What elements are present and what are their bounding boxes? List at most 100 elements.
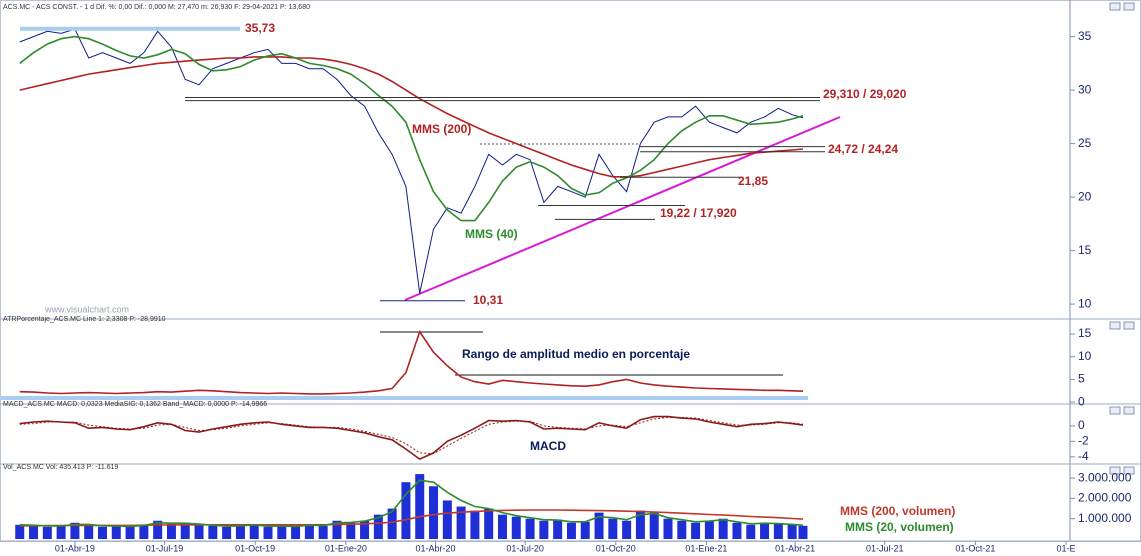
panel-button[interactable] bbox=[1109, 321, 1121, 330]
trend-line bbox=[404, 116, 841, 301]
volume-bar bbox=[456, 506, 466, 539]
volume-bar bbox=[442, 500, 452, 539]
volume-bar bbox=[139, 524, 149, 539]
volume-bar bbox=[525, 518, 535, 539]
panel-button[interactable] bbox=[1109, 406, 1121, 415]
volume-bar bbox=[56, 525, 66, 539]
volume-bar bbox=[166, 523, 176, 539]
level-label: 24,72 / 24,24 bbox=[828, 142, 898, 156]
y-tick-label: -4 bbox=[1078, 449, 1089, 463]
volume-bar bbox=[222, 526, 232, 539]
volume-bar bbox=[497, 514, 507, 539]
volume-bar bbox=[746, 524, 756, 539]
panel-button[interactable] bbox=[1123, 2, 1135, 11]
volume-bar bbox=[635, 510, 645, 539]
volume-bar bbox=[332, 520, 342, 539]
level-label: 10,31 bbox=[473, 293, 503, 307]
volume-bar bbox=[111, 525, 121, 539]
volume-bar bbox=[387, 508, 397, 539]
y-tick-label: 1.000.000 bbox=[1078, 511, 1132, 525]
volume-bar bbox=[732, 522, 742, 539]
y-tick-label: 10 bbox=[1078, 296, 1092, 310]
annotation: MACD bbox=[530, 439, 566, 453]
volume-bar bbox=[15, 524, 25, 539]
panel-title: ACS.MC - ACS CONST. - 1 d Dif. %: 0,00 D… bbox=[3, 4, 310, 11]
panel-button[interactable] bbox=[1123, 321, 1135, 330]
series-line bbox=[19, 479, 804, 528]
y-tick-label: 30 bbox=[1078, 82, 1092, 96]
volume-bar bbox=[263, 526, 273, 539]
panel-title: Vol_ACS.MC Vol: 435.413 P: -11.619 bbox=[3, 464, 119, 471]
volume-bar bbox=[539, 520, 549, 539]
series-line bbox=[19, 416, 804, 455]
level-label: 21,85 bbox=[738, 174, 768, 188]
x-tick-label: 01-Jul-21 bbox=[866, 543, 904, 553]
y-tick-label: 35 bbox=[1078, 29, 1092, 43]
volume-bar bbox=[760, 522, 770, 539]
volume-bar bbox=[566, 522, 576, 539]
series-line bbox=[19, 28, 804, 294]
x-tick-label: 01-Abr-19 bbox=[55, 543, 95, 553]
series-line bbox=[19, 330, 804, 395]
volume-bar bbox=[291, 526, 301, 539]
x-tick-label: 01-Ene-20 bbox=[325, 543, 367, 553]
volume-bar bbox=[608, 518, 618, 539]
volume-bar bbox=[691, 522, 701, 539]
x-tick-label: 01-Jul-20 bbox=[506, 543, 544, 553]
y-tick-label: 10 bbox=[1078, 349, 1092, 363]
level-label: 29,310 / 29,020 bbox=[823, 87, 907, 101]
x-tick-label: 01-Oct-20 bbox=[596, 543, 636, 553]
annotation: Rango de amplitud medio en porcentaje bbox=[462, 347, 690, 361]
series-line bbox=[19, 35, 804, 222]
series-label: MMS (200) bbox=[412, 122, 471, 136]
y-tick-label: -2 bbox=[1078, 434, 1089, 448]
y-tick-label: 0 bbox=[1078, 394, 1085, 408]
volume-bar bbox=[277, 525, 287, 539]
y-tick-label: 2.000.000 bbox=[1078, 491, 1132, 505]
volume-bar bbox=[373, 514, 383, 539]
panel-button[interactable] bbox=[1123, 466, 1135, 475]
volume-bar bbox=[429, 486, 439, 539]
y-tick-label: 15 bbox=[1078, 326, 1092, 340]
panel-button[interactable] bbox=[1109, 466, 1121, 475]
volume-bar bbox=[594, 512, 604, 539]
series-line bbox=[19, 56, 804, 178]
volume-bar bbox=[360, 520, 370, 539]
volume-bar bbox=[773, 523, 783, 539]
volume-bar bbox=[415, 474, 425, 539]
volume-bar bbox=[70, 522, 80, 539]
volume-bar bbox=[484, 508, 494, 539]
panel-title: ATRPorcentaje_ACS.MC Line 1: 2,3308 P: -… bbox=[3, 316, 166, 323]
volume-bar bbox=[208, 525, 218, 539]
volume-bar bbox=[318, 525, 328, 539]
x-tick-label: 01-Ene-21 bbox=[685, 543, 727, 553]
volume-bar bbox=[346, 522, 356, 539]
level-label: 19,22 / 17,920 bbox=[660, 206, 737, 220]
series-label: MMS (40) bbox=[465, 227, 518, 241]
volume-bar bbox=[663, 518, 673, 539]
panel-button[interactable] bbox=[1109, 2, 1121, 11]
series-label: MMS (20, volumen) bbox=[845, 520, 954, 534]
volume-bar bbox=[304, 524, 314, 539]
series-label: MMS (200, volumen) bbox=[840, 504, 955, 518]
x-tick-label: 01-Abr-20 bbox=[415, 543, 455, 553]
y-tick-label: 5 bbox=[1078, 372, 1085, 386]
volume-bar bbox=[718, 518, 728, 539]
volume-bar bbox=[580, 521, 590, 539]
volume-bar bbox=[622, 520, 632, 539]
y-tick-label: 25 bbox=[1078, 136, 1092, 150]
panel-button[interactable] bbox=[1123, 406, 1135, 415]
volume-bar bbox=[97, 526, 107, 539]
volume-bar bbox=[677, 520, 687, 539]
x-tick-label: 01-Jul-19 bbox=[146, 543, 184, 553]
volume-bar bbox=[553, 519, 563, 539]
volume-bar bbox=[511, 516, 521, 539]
panel-buttons bbox=[1109, 2, 1135, 475]
volume-bar bbox=[153, 520, 163, 539]
volume-bar bbox=[194, 524, 204, 539]
x-tick-label: 01-Abr-21 bbox=[775, 543, 815, 553]
y-tick-label: 3.000.000 bbox=[1078, 470, 1132, 484]
volume-bar bbox=[704, 520, 714, 539]
